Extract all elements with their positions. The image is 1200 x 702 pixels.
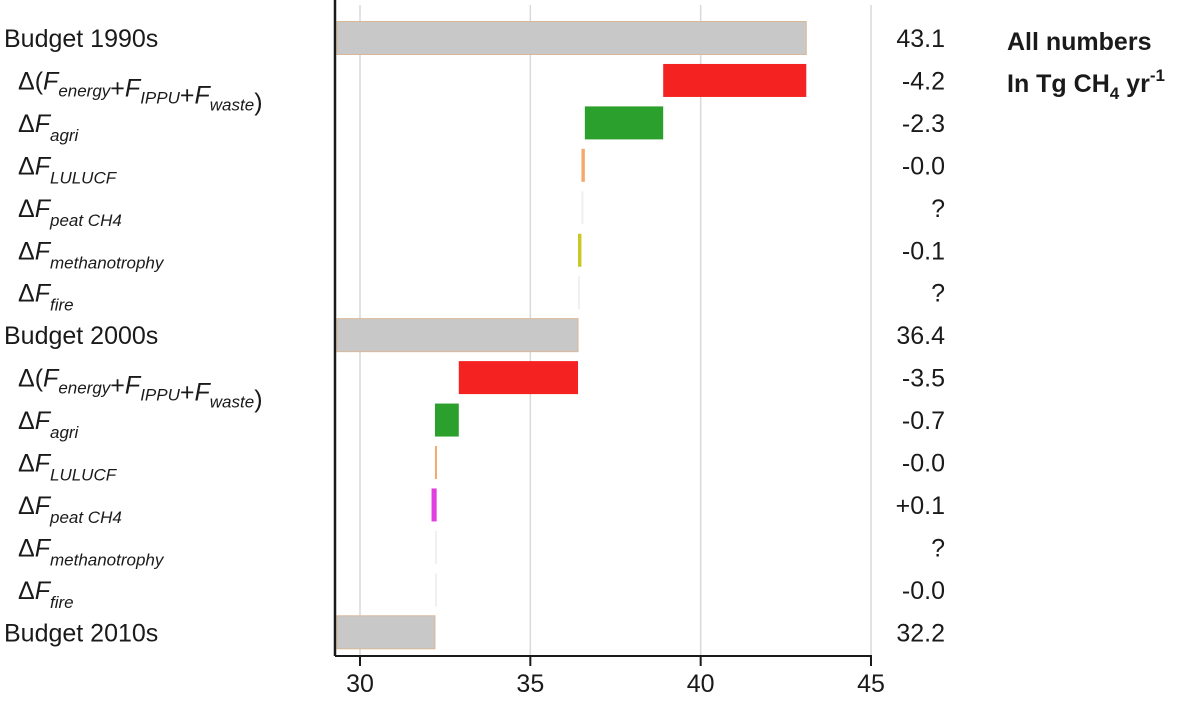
- delta-bar-10: [434, 446, 437, 479]
- value-label-2: -2.3: [902, 110, 945, 138]
- value-label-6: ?: [931, 280, 945, 308]
- delta-bar-8: [458, 361, 579, 395]
- x-axis: 30 35 40 45: [333, 0, 885, 698]
- value-label-13: -0.0: [902, 577, 945, 605]
- value-label-11: +0.1: [896, 492, 945, 520]
- row-label-0: Budget 1990s: [4, 25, 158, 53]
- delta-bar-12: [434, 530, 437, 564]
- value-label-0: 43.1: [896, 25, 945, 53]
- units-note-line1: All numbers: [1007, 28, 1151, 56]
- delta-bar-6: [578, 276, 581, 310]
- value-label-12: ?: [931, 534, 945, 562]
- row-label-8: Δ(Fenergy+FIPPU+Fwaste): [18, 365, 263, 414]
- x-tick-label-35: 35: [516, 670, 544, 698]
- row-label-14: Budget 2010s: [4, 619, 158, 647]
- row-label-11: ΔFpeat CH4: [18, 492, 122, 527]
- row-label-2: ΔFagri: [18, 110, 80, 145]
- x-tick-label-30: 30: [346, 670, 374, 698]
- x-tick-label-40: 40: [687, 670, 715, 698]
- row-label-3: ΔFLULUCF: [18, 152, 118, 187]
- delta-bar-4: [581, 191, 584, 225]
- value-label-9: -0.7: [902, 407, 945, 435]
- row-label-6: ΔFfire: [18, 280, 74, 315]
- delta-bar-3: [581, 148, 585, 182]
- row-labels: Budget 1990sΔ(Fenergy+FIPPU+Fwaste)ΔFagr…: [4, 25, 263, 647]
- total-bar-0: [336, 21, 807, 55]
- value-label-1: -4.2: [902, 67, 945, 95]
- value-labels: 43.1 -4.2 -2.3 -0.0? -0.1? 36.4 -3.5 -0.7 -0.0 +0…: [896, 25, 945, 647]
- value-label-3: -0.0: [902, 152, 945, 180]
- bars: [336, 21, 807, 650]
- value-label-8: -3.5: [902, 365, 945, 393]
- row-label-4: ΔFpeat CH4: [18, 195, 122, 230]
- delta-bar-5: [578, 233, 582, 267]
- row-label-5: ΔFmethanotrophy: [18, 237, 165, 272]
- row-label-1: Δ(Fenergy+FIPPU+Fwaste): [18, 67, 263, 116]
- delta-bar-2: [584, 106, 664, 140]
- row-label-7: Budget 2000s: [4, 322, 158, 350]
- row-label-10: ΔFLULUCF: [18, 450, 118, 485]
- value-label-7: 36.4: [896, 322, 945, 350]
- value-label-10: -0.0: [902, 450, 945, 478]
- value-label-4: ?: [931, 195, 945, 223]
- units-note: All numbers In Tg CH4 yr-1: [1007, 28, 1165, 103]
- delta-bar-11: [431, 488, 437, 522]
- value-label-14: 32.2: [896, 619, 945, 647]
- delta-bar-9: [434, 403, 459, 437]
- row-label-12: ΔFmethanotrophy: [18, 534, 165, 569]
- total-bar-7: [336, 318, 579, 353]
- row-label-9: ΔFagri: [18, 407, 80, 442]
- total-bar-14: [336, 615, 436, 650]
- units-note-line2: In Tg CH4 yr-1: [1007, 66, 1165, 103]
- delta-bar-13: [434, 573, 437, 607]
- row-label-13: ΔFfire: [18, 577, 74, 612]
- value-label-5: -0.1: [902, 237, 945, 265]
- delta-bar-1: [663, 63, 807, 97]
- x-tick-label-45: 45: [857, 670, 885, 698]
